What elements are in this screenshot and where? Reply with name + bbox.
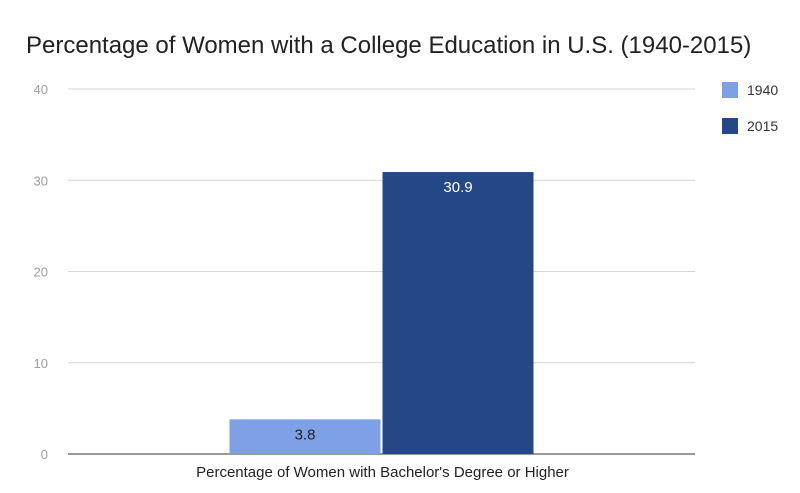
legend-label-2015: 2015 [747,118,778,134]
legend-label-1940: 1940 [747,82,778,98]
y-tick-label: 20 [34,265,48,280]
data-label-2015: 30.9 [443,179,472,196]
legend-swatch-2015 [722,118,738,134]
y-tick-label: 10 [34,356,48,371]
gridlines: 0 10 20 30 40 [34,82,695,462]
labels: 3.8 30.9 Percentage of Women with Bachelor… [196,179,569,481]
y-tick-label: 40 [34,82,48,97]
legend-swatch-1940 [722,82,738,98]
data-label-1940: 3.8 [295,426,316,443]
legend: 1940 2015 [722,82,778,134]
x-category-label: Percentage of Women with Bachelor's Degr… [196,464,569,481]
y-tick-label: 30 [34,173,48,188]
bars [229,172,534,454]
bar-2015[interactable] [382,172,534,454]
chart-title: Percentage of Women with a College Educa… [26,32,752,59]
bar-1940[interactable] [229,419,381,454]
y-tick-label: 0 [41,447,48,462]
